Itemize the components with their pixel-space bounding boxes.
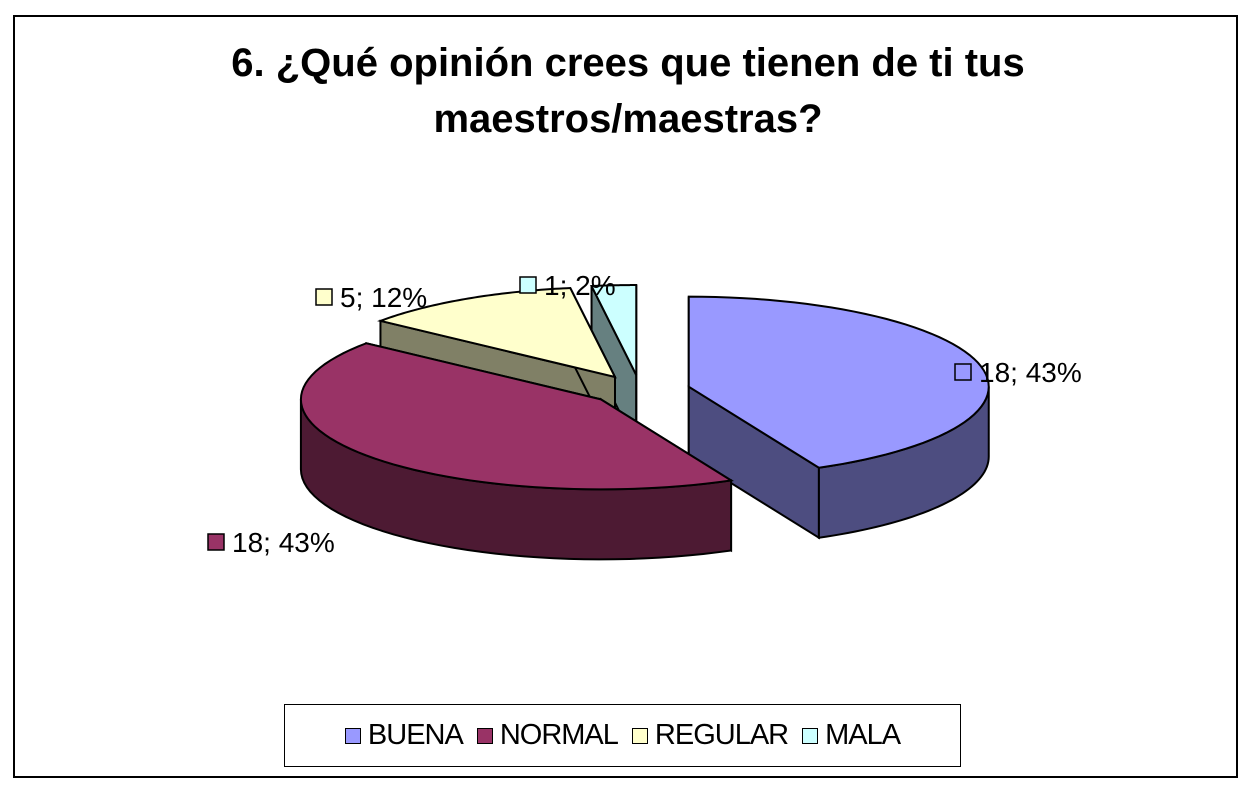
data-label-buena: 18; 43% bbox=[954, 357, 1082, 388]
legend-item-normal: NORMAL bbox=[476, 719, 619, 752]
data-label-swatch bbox=[315, 288, 333, 306]
data-label-mala: 1; 2% bbox=[519, 270, 616, 301]
legend-label: MALA bbox=[825, 719, 901, 751]
legend-label: REGULAR bbox=[654, 719, 789, 751]
chart-title-line-2: maestros/maestras? bbox=[433, 97, 823, 141]
data-label-swatch bbox=[207, 533, 225, 551]
data-label-text: 1; 2% bbox=[544, 270, 616, 301]
data-label-swatch bbox=[954, 363, 972, 381]
legend-swatch bbox=[802, 727, 819, 744]
legend-label: BUENA bbox=[367, 719, 464, 751]
legend-item-buena: BUENA bbox=[344, 719, 464, 752]
legend-label: NORMAL bbox=[499, 719, 619, 751]
legend-swatch bbox=[631, 727, 648, 744]
data-label-text: 18; 43% bbox=[232, 527, 335, 558]
pie-slice-normal bbox=[299, 341, 734, 561]
chart-title: 6. ¿Qué opinión crees que tienen de ti t… bbox=[0, 35, 1256, 147]
pie-slice-mala bbox=[589, 284, 638, 446]
legend-swatch bbox=[344, 727, 361, 744]
data-label-text: 18; 43% bbox=[979, 357, 1082, 388]
data-label-regular: 5; 12% bbox=[315, 282, 427, 313]
legend-swatch bbox=[476, 727, 493, 744]
legend-item-regular: REGULAR bbox=[631, 719, 789, 752]
data-label-text: 5; 12% bbox=[340, 282, 427, 313]
data-label-swatch bbox=[519, 276, 537, 294]
chart-title-line-1: 6. ¿Qué opinión crees que tienen de ti t… bbox=[231, 41, 1025, 85]
pie-slice-buena bbox=[687, 295, 990, 540]
data-label-normal: 18; 43% bbox=[207, 527, 335, 558]
legend-item-mala: MALA bbox=[802, 719, 901, 752]
chart-legend: BUENA NORMAL REGULAR MALA bbox=[284, 704, 961, 767]
